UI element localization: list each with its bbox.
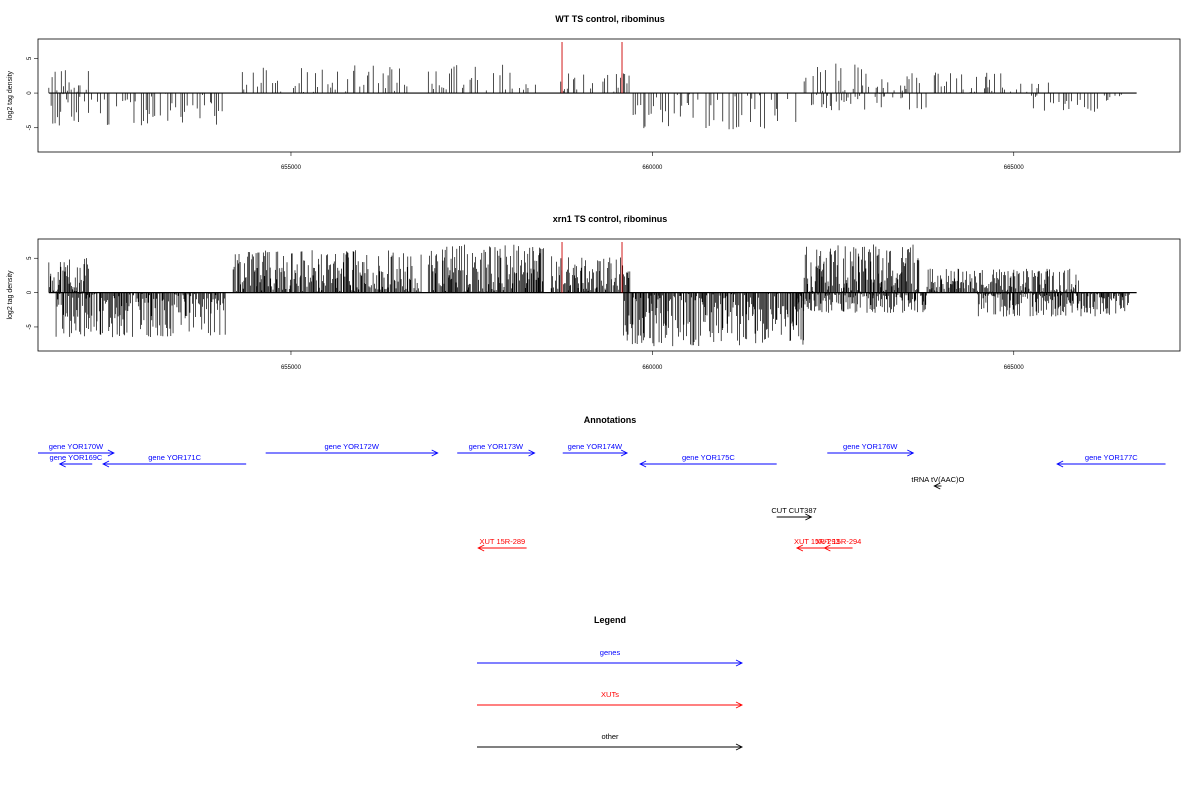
- feature-arrow-head: [431, 449, 439, 457]
- annotations-title: Annotations: [584, 415, 637, 425]
- feature-label: gene YOR174W: [568, 442, 623, 451]
- feature-label: tRNA tV(AAC)O: [911, 475, 964, 484]
- feature-label: gene YOR171C: [148, 453, 201, 462]
- x-tick-label: 655000: [281, 165, 302, 171]
- legend-entry-gene: genes: [477, 648, 744, 667]
- feature-arrow-head: [102, 460, 110, 468]
- feature-gene-yor174w: gene YOR174W: [562, 442, 629, 457]
- annotations-track: Annotations gene YOR170W gene YOR169C gene …: [38, 415, 1166, 552]
- legend: Legend genes XUTs other: [477, 615, 744, 751]
- feature-label: gene YOR169C: [50, 453, 103, 462]
- legend-title: Legend: [594, 615, 626, 625]
- feature-arrow-head: [477, 544, 485, 552]
- y-axis-label: log2 tag density: [7, 270, 14, 320]
- feature-label: gene YOR175C: [682, 453, 735, 462]
- panel-title: WT TS control, ribominus: [555, 14, 665, 24]
- legend-label: genes: [600, 648, 621, 657]
- plot-frame: [37, 38, 1181, 153]
- feature-gene-yor177c: gene YOR177C: [1056, 453, 1166, 468]
- feature-label: gene YOR172W: [324, 442, 379, 451]
- feature-label: gene YOR176W: [843, 442, 898, 451]
- feature-gene-yor172w: gene YOR172W: [265, 442, 439, 457]
- plot-frame: [37, 238, 1181, 352]
- feature-arrow-head: [528, 449, 536, 457]
- legend-label: other: [601, 732, 619, 741]
- feature-gene-yor175c: gene YOR175C: [639, 453, 777, 468]
- signal-bars: [48, 63, 1122, 130]
- x-tick-label: 660000: [642, 365, 663, 371]
- feature-cut-cut387: CUT CUT387: [771, 506, 817, 521]
- legend-entry-xut: XUTs: [477, 690, 744, 709]
- x-tick-label: 665000: [1004, 165, 1025, 171]
- x-tick-label: 660000: [642, 165, 663, 171]
- feature-gene-yor171c: gene YOR171C: [102, 453, 247, 468]
- x-tick-label: 655000: [281, 365, 302, 371]
- legend-label: XUTs: [601, 690, 619, 699]
- feature-label: XUT 15R-294: [816, 537, 862, 546]
- feature-arrow-head: [620, 449, 629, 457]
- feature-trna-tv-aac-o: tRNA tV(AAC)O: [911, 475, 964, 490]
- feature-label: CUT CUT387: [771, 506, 816, 515]
- feature-arrow-head: [933, 482, 941, 490]
- y-tick-label: -5: [27, 324, 33, 330]
- y-tick-label: 0: [27, 91, 33, 95]
- y-tick-label: 5: [27, 256, 33, 260]
- feature-arrow-head: [823, 544, 831, 552]
- legend-arrow-head: [735, 701, 744, 709]
- y-axis-label: log2 tag density: [7, 70, 14, 120]
- feature-arrow-head: [639, 460, 647, 468]
- feature-gene-yor173w: gene YOR173W: [457, 442, 536, 457]
- x-tick-label: 665000: [1004, 365, 1025, 371]
- feature-label: XUT 15R-289: [480, 537, 526, 546]
- panel-title: xrn1 TS control, ribominus: [553, 214, 668, 224]
- feature-arrow-head: [795, 544, 804, 552]
- panel-2: xrn1 TS control, ribominus -5 0 5 log2 tag d…: [7, 214, 1181, 371]
- feature-arrow-head: [907, 449, 915, 457]
- feature-arrow-head: [805, 513, 813, 521]
- feature-gene-yor169c: gene YOR169C: [50, 453, 103, 468]
- feature-arrow-head: [58, 460, 66, 468]
- feature-arrow-head: [1056, 460, 1064, 468]
- y-tick-label: 0: [27, 290, 33, 294]
- feature-xut-15r-294: XUT 15R-294: [816, 537, 862, 552]
- signal-bars: [48, 244, 1130, 347]
- feature-label: XUT 15R-293: [794, 537, 840, 546]
- feature-arrow-head: [107, 449, 115, 457]
- feature-xut-15r-289: XUT 15R-289: [477, 537, 527, 552]
- feature-label: gene YOR173W: [469, 442, 524, 451]
- legend-arrow-head: [735, 743, 744, 751]
- legend-entry-other: other: [477, 732, 744, 751]
- y-tick-label: 5: [27, 56, 33, 60]
- feature-label: gene YOR170W: [49, 442, 104, 451]
- y-tick-label: -5: [27, 124, 33, 130]
- feature-gene-yor176w: gene YOR176W: [827, 442, 915, 457]
- feature-label: gene YOR177C: [1085, 453, 1138, 462]
- legend-arrow-head: [735, 659, 744, 667]
- feature-gene-yor170w: gene YOR170W: [38, 442, 115, 457]
- panel-1: WT TS control, ribominus -5 0 5 log2 tag den…: [7, 14, 1181, 171]
